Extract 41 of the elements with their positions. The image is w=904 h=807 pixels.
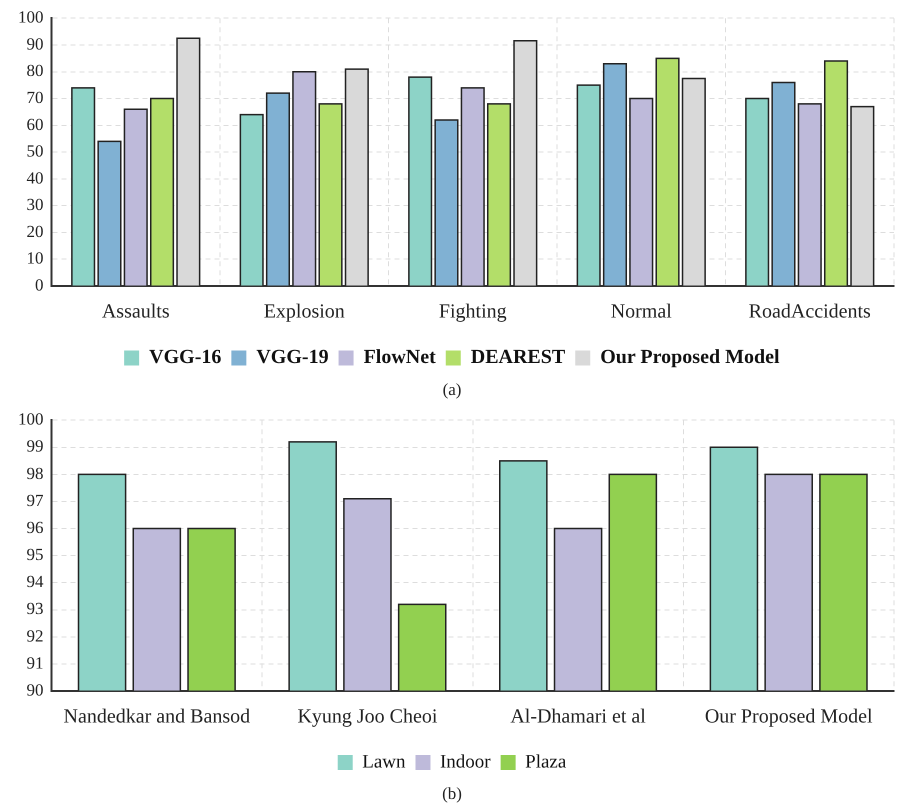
legend-label: Lawn (362, 751, 406, 772)
y-tick-label: 10 (26, 248, 44, 268)
y-tick-label: 99 (26, 436, 44, 456)
x-tick-label: Our Proposed Model (704, 705, 874, 728)
y-tick-label: 91 (26, 653, 44, 672)
text: (a) (442, 379, 462, 401)
y-tick-label: 98 (26, 464, 44, 483)
y-tick-label: 60 (26, 114, 44, 134)
y-tick-label: 70 (26, 88, 44, 108)
x-tick-label: Explosion (264, 300, 345, 322)
y-tick-label: 40 (26, 168, 44, 188)
y-tick-label: 20 (26, 222, 44, 241)
y-tick-label: 50 (26, 142, 44, 161)
legend-label: Plaza (525, 751, 567, 772)
y-tick-label: 30 (26, 195, 44, 214)
y-tick-label: 92 (26, 626, 44, 646)
y-tick-label: 94 (26, 572, 44, 592)
legend-label: FlowNet (364, 346, 436, 368)
y-tick-label: 97 (26, 490, 44, 510)
x-tick-label: Nandedkar and Bansod (64, 705, 250, 728)
y-tick-label: 90 (26, 34, 44, 54)
y-tick-label: 96 (26, 518, 44, 537)
y-tick-label: 0 (35, 275, 44, 294)
y-tick-label: 93 (26, 599, 44, 618)
x-tick-label: Kyung Joo Cheoi (297, 705, 438, 728)
x-tick-label: Al-Dhamari et al (510, 705, 646, 728)
x-tick-label: Normal (610, 300, 672, 322)
y-tick-label: 100 (18, 410, 44, 429)
legend-label: VGG-19 (256, 346, 329, 368)
y-tick-label: 100 (18, 8, 44, 27)
legend-label: DEAREST (470, 346, 566, 368)
x-tick-label: RoadAccidents (748, 300, 872, 322)
x-tick-label: Assaults (102, 300, 170, 322)
y-tick-label: 80 (26, 61, 44, 80)
legend-label: Indoor (440, 751, 492, 772)
x-tick-label: Fighting (438, 300, 507, 322)
y-tick-label: 95 (26, 545, 44, 564)
legend-label: Our Proposed Model (600, 346, 780, 368)
y-tick-label: 90 (26, 680, 44, 700)
legend-label: VGG-16 (149, 346, 222, 368)
text: (b) (441, 783, 463, 805)
